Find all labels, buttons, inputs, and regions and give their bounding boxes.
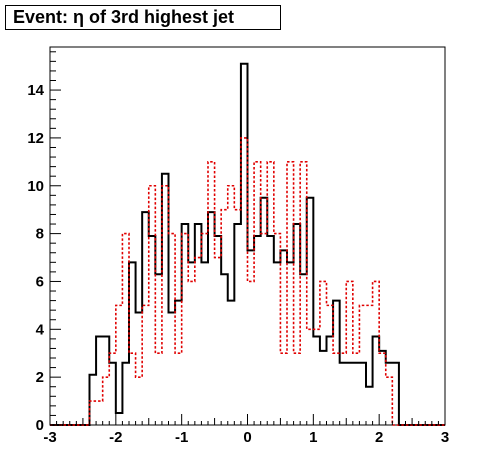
axis-ticks bbox=[49, 51, 446, 426]
x-tick-label: -1 bbox=[175, 429, 188, 446]
y-tick-label: 4 bbox=[36, 321, 45, 338]
series-line-1 bbox=[50, 62, 445, 426]
y-tick-label: 2 bbox=[36, 369, 44, 386]
y-tick-label: 8 bbox=[36, 226, 44, 243]
x-tick-label: -3 bbox=[43, 429, 56, 446]
series-line-2 bbox=[50, 137, 445, 426]
x-tick-label: 3 bbox=[441, 429, 449, 446]
y-tick-label: 10 bbox=[27, 178, 44, 195]
x-tick-label: 1 bbox=[309, 429, 317, 446]
chart-title: Event: η of 3rd highest jet bbox=[5, 5, 281, 30]
series-layer bbox=[50, 62, 445, 426]
y-tick-label: 6 bbox=[36, 273, 44, 290]
x-tick-label: 0 bbox=[243, 429, 251, 446]
x-tick-label: -2 bbox=[109, 429, 122, 446]
x-tick-label: 2 bbox=[375, 429, 383, 446]
y-tick-label: 12 bbox=[27, 130, 44, 147]
y-tick-label: 0 bbox=[36, 417, 44, 434]
y-tick-label: 14 bbox=[27, 82, 44, 99]
